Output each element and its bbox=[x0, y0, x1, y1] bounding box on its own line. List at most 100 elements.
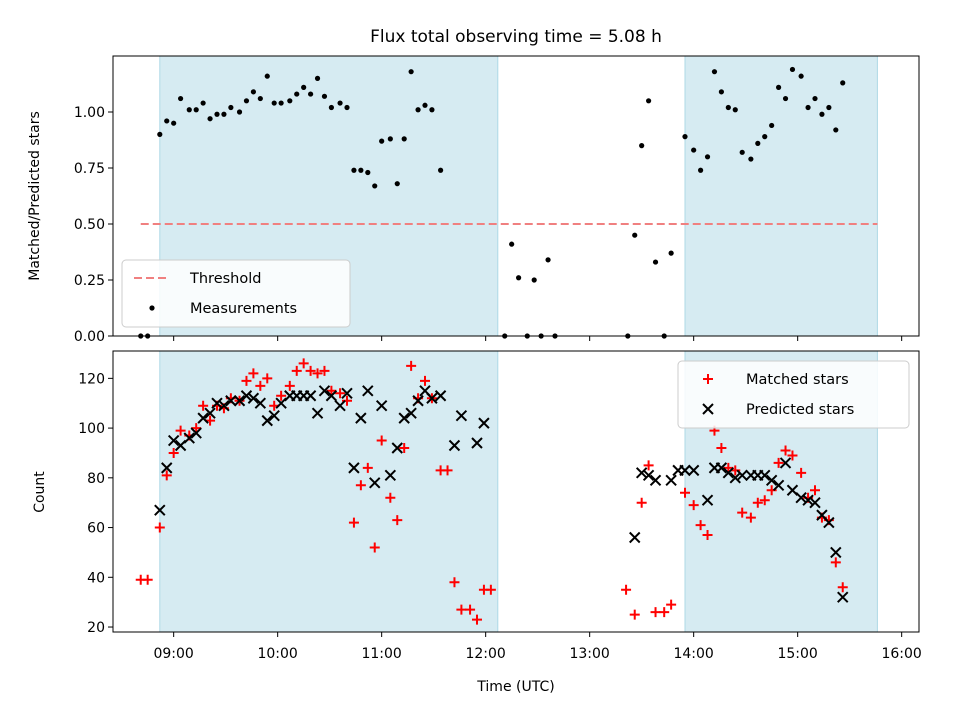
predicted-point bbox=[334, 400, 346, 412]
predicted-point bbox=[311, 407, 324, 419]
matched-point bbox=[312, 368, 323, 379]
measurement-point bbox=[840, 80, 846, 86]
x-tick-label: 16:00 bbox=[881, 646, 921, 662]
matched-point bbox=[666, 599, 677, 610]
matched-point bbox=[643, 460, 654, 471]
measurement-point bbox=[351, 167, 357, 173]
measurement-point bbox=[271, 100, 277, 106]
measurement-point bbox=[632, 232, 638, 238]
matched-point bbox=[787, 450, 798, 461]
matched-point bbox=[191, 423, 202, 434]
matched-point bbox=[702, 530, 713, 541]
measurement-point bbox=[278, 100, 284, 106]
predicted-point bbox=[362, 385, 374, 397]
predicted-point bbox=[369, 477, 381, 489]
chart-title: Flux total observing time = 5.08 h bbox=[370, 27, 662, 47]
measurement-point bbox=[739, 149, 745, 155]
top-legend: Threshold Measurements bbox=[121, 259, 351, 328]
measurement-point bbox=[682, 134, 688, 140]
predicted-point bbox=[161, 462, 173, 474]
measurement-point bbox=[691, 147, 697, 153]
measurement-point bbox=[415, 107, 421, 113]
predicted-point bbox=[434, 390, 447, 402]
measurement-point bbox=[698, 167, 704, 173]
measurement-point bbox=[287, 98, 293, 104]
measurement-point bbox=[214, 111, 220, 117]
legend-label: Predicted stars bbox=[746, 402, 854, 418]
matched-point bbox=[168, 447, 179, 458]
matched-point bbox=[291, 365, 302, 376]
matched-point bbox=[752, 497, 763, 508]
measurement-point bbox=[516, 275, 522, 281]
top-y-axis-label: Matched/Predicted stars bbox=[27, 111, 43, 281]
measurement-point bbox=[337, 100, 343, 106]
matched-point bbox=[810, 485, 820, 496]
predicted-point bbox=[225, 395, 237, 407]
matched-point bbox=[830, 557, 841, 568]
measurement-point bbox=[387, 136, 393, 142]
matched-point bbox=[716, 442, 727, 453]
legend-measurement-swatch bbox=[149, 305, 155, 311]
matched-point bbox=[255, 380, 266, 391]
predicted-point bbox=[240, 390, 253, 402]
predicted-point bbox=[795, 492, 807, 504]
measurement-point bbox=[365, 169, 371, 176]
bottom-panel: 20 40 60 80 100 120 09:00 10:00 11:00 12:00 13:00 1… bbox=[78, 350, 922, 662]
matched-point bbox=[335, 388, 346, 399]
predicted-point bbox=[759, 469, 771, 482]
measurement-point bbox=[301, 84, 307, 90]
predicted-point bbox=[629, 531, 641, 544]
measurement-point bbox=[394, 181, 400, 187]
predicted-point bbox=[642, 469, 655, 482]
matched-point bbox=[745, 512, 756, 523]
matched-point bbox=[472, 614, 482, 625]
predicted-point bbox=[649, 474, 662, 487]
predicted-point bbox=[471, 437, 483, 449]
predicted-point bbox=[426, 392, 438, 404]
matched-point bbox=[659, 607, 670, 618]
y-tick-label: 60 bbox=[87, 521, 105, 537]
matched-point bbox=[385, 492, 396, 503]
predicted-point bbox=[247, 392, 260, 404]
matched-point bbox=[442, 465, 453, 476]
legend-label: Threshold bbox=[189, 271, 261, 287]
matched-point bbox=[465, 604, 476, 615]
predicted-point bbox=[325, 390, 338, 402]
series-measurements bbox=[138, 66, 846, 339]
predicted-point bbox=[341, 387, 353, 399]
matched-point bbox=[392, 515, 403, 526]
predicted-point bbox=[635, 467, 648, 479]
matched-point bbox=[355, 480, 366, 491]
legend-matched-swatch bbox=[703, 374, 713, 384]
legend-label: Measurements bbox=[190, 301, 297, 317]
measurement-point bbox=[438, 167, 444, 173]
x-tick-label: 10:00 bbox=[257, 646, 297, 662]
measurement-point bbox=[509, 241, 515, 247]
predicted-point bbox=[837, 591, 849, 603]
measurement-point bbox=[819, 111, 825, 117]
predicted-point bbox=[830, 546, 842, 559]
measurement-point bbox=[755, 140, 761, 146]
matched-point bbox=[305, 365, 316, 376]
measurement-point bbox=[776, 84, 782, 90]
matched-point bbox=[142, 574, 153, 585]
measurement-point bbox=[379, 138, 385, 144]
predicted-point bbox=[809, 496, 821, 509]
measurement-point bbox=[401, 136, 407, 142]
matched-point bbox=[284, 380, 295, 391]
observing-span-2 bbox=[685, 56, 878, 336]
predicted-point bbox=[348, 462, 360, 474]
predicted-point bbox=[478, 417, 490, 429]
measurement-point bbox=[200, 100, 206, 106]
predicted-point bbox=[304, 390, 317, 402]
predicted-point bbox=[665, 474, 677, 487]
matched-point bbox=[298, 358, 309, 369]
predicted-point bbox=[405, 407, 417, 419]
matched-point bbox=[406, 360, 417, 371]
matched-point bbox=[449, 577, 460, 588]
legend-box bbox=[677, 360, 910, 429]
measurement-point bbox=[711, 69, 718, 75]
x-tick-label: 13:00 bbox=[569, 646, 609, 662]
matched-point bbox=[629, 609, 640, 620]
predicted-point bbox=[204, 407, 216, 419]
